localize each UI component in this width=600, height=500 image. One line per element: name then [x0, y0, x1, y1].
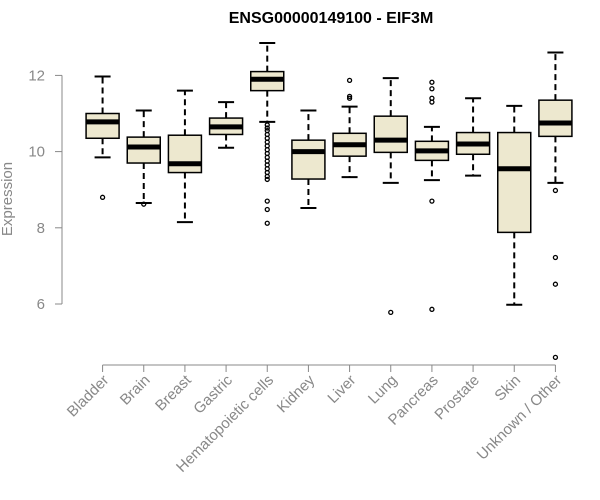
outlier-point: [264, 198, 270, 204]
outlier-point: [99, 194, 106, 200]
outlier-point: [264, 176, 270, 183]
outlier-point: [429, 306, 435, 312]
box-7: [373, 77, 408, 316]
x-tick-label: Brain: [117, 372, 154, 409]
iqr-box: [497, 131, 532, 234]
x-tick-label: Prostate: [431, 372, 483, 424]
outlier-point: [429, 79, 435, 85]
y-tick-label: 8: [37, 220, 45, 237]
iqr-box: [167, 134, 203, 174]
y-tick-label: 10: [28, 144, 45, 161]
iqr-box: [291, 139, 326, 180]
x-tick-label: Breast: [152, 371, 195, 414]
outlier-point: [346, 95, 353, 101]
x-tick-label: Kidney: [274, 371, 319, 416]
iqr-box: [538, 99, 573, 138]
iqr-box: [85, 112, 120, 140]
outlier-point: [552, 254, 559, 261]
box-1: [126, 109, 161, 207]
box-2: [167, 89, 203, 224]
outlier-point: [264, 220, 270, 226]
outlier-point: [552, 354, 559, 360]
x-tick-label: Bladder: [64, 372, 113, 421]
box-11: [538, 51, 573, 360]
outlier-point: [264, 206, 270, 213]
outlier-point: [429, 86, 435, 92]
outlier-point: [429, 99, 435, 105]
box-5: [291, 109, 326, 209]
y-axis-label: Expression: [0, 162, 16, 236]
x-tick-label: Skin: [491, 372, 524, 405]
x-tick-label: Lung: [365, 372, 401, 408]
x-tick-label: Liver: [324, 372, 359, 407]
outlier-point: [141, 201, 147, 207]
box-6: [332, 77, 367, 179]
chart-title: ENSG00000149100 - EIF3M: [229, 10, 434, 27]
outlier-point: [552, 281, 559, 287]
boxes-layer: [85, 42, 573, 360]
outlier-point: [388, 309, 394, 316]
outlier-point: [346, 93, 353, 100]
outlier-point: [264, 173, 270, 180]
iqr-box: [126, 136, 161, 164]
outlier-point: [264, 125, 270, 131]
iqr-box: [373, 115, 408, 154]
box-10: [497, 104, 532, 306]
box-9: [455, 97, 491, 177]
box-0: [85, 75, 120, 200]
outlier-point: [552, 187, 559, 194]
box-8: [414, 79, 450, 312]
outlier-point: [429, 198, 435, 204]
y-tick-label: 12: [28, 67, 45, 84]
y-tick-label: 6: [37, 296, 45, 313]
outlier-point: [346, 77, 353, 84]
y-axis: 6 8 10 12: [28, 67, 63, 313]
box-3: [208, 101, 244, 149]
box-4: [250, 42, 285, 226]
outlier-point: [264, 122, 270, 128]
